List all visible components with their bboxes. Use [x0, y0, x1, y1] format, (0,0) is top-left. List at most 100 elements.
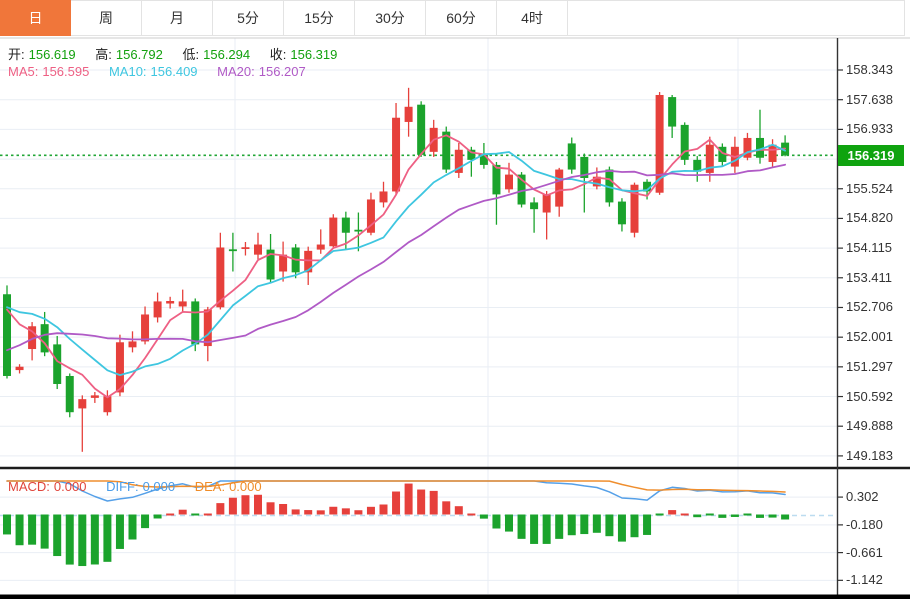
candle-down — [266, 249, 275, 280]
macd-histogram-bar — [28, 514, 37, 545]
candle-up — [316, 244, 325, 250]
tab-5分[interactable]: 5分 — [213, 0, 284, 36]
macd-histogram-bar — [141, 514, 150, 529]
macd-histogram-bar — [128, 514, 137, 540]
candle-up — [592, 176, 601, 187]
macd-histogram-bar — [153, 514, 162, 519]
ma5-label: MA5: — [8, 64, 39, 79]
macd-histogram-bar — [254, 494, 262, 515]
candle-up — [505, 174, 513, 190]
price-tick-label: 149.888 — [846, 418, 893, 434]
candle-up — [241, 247, 250, 250]
chart-bottom-border — [0, 594, 910, 599]
macd-histogram-bar — [379, 504, 388, 515]
macd-histogram-bar — [505, 514, 513, 532]
macd-histogram-bar — [668, 510, 677, 515]
macd-histogram-bar — [718, 514, 727, 518]
macd-histogram-bar — [279, 503, 288, 515]
candle-down — [417, 104, 426, 155]
macd-histogram-bar — [605, 514, 614, 537]
tab-60分[interactable]: 60分 — [426, 0, 497, 36]
candle-down — [530, 202, 539, 210]
candle-up — [90, 395, 99, 398]
macd-histogram-bar — [567, 514, 576, 536]
price-tick-label: 149.183 — [846, 447, 893, 463]
high-label: 高: — [95, 47, 112, 62]
macd-histogram-bar — [781, 514, 790, 520]
candle-up — [279, 254, 288, 272]
tab-周[interactable]: 周 — [71, 0, 142, 36]
macd-histogram-bar — [366, 506, 375, 515]
macd-histogram-bar — [354, 510, 363, 515]
macd-histogram-bar — [592, 514, 601, 533]
macd-histogram-bar — [705, 513, 714, 516]
open-label: 开: — [8, 47, 25, 62]
ohlc-readout: 开: 156.619 高: 156.792 低: 156.294 收: 156.319 — [8, 44, 341, 63]
macd-histogram-bar — [655, 513, 664, 516]
macd-histogram-bar — [630, 514, 639, 538]
tab-月[interactable]: 月 — [142, 0, 213, 36]
macd-histogram-bar — [555, 514, 564, 539]
candle-up — [128, 341, 137, 348]
macd-histogram-bar — [115, 514, 124, 549]
candle-up — [454, 149, 463, 173]
ma10-label: MA10: — [108, 64, 147, 79]
candle-up — [28, 326, 37, 350]
candle-up — [15, 366, 24, 371]
price-tick-label: 152.001 — [846, 329, 893, 345]
candle-up — [392, 117, 401, 192]
candle-up — [630, 184, 639, 233]
tab-日[interactable]: 日 — [0, 0, 71, 36]
candle-down — [467, 149, 476, 160]
macd-histogram-bar — [228, 497, 237, 515]
macd-histogram-bar — [479, 514, 488, 519]
candle-up — [141, 314, 150, 342]
candle-up — [203, 309, 212, 347]
candle-down — [617, 201, 626, 225]
candle-up — [216, 247, 225, 308]
candle-up — [555, 169, 564, 207]
candle-down — [53, 344, 62, 384]
open-value: 156.619 — [28, 47, 76, 62]
candle-up — [329, 217, 338, 247]
dea-line — [6, 480, 786, 493]
macd-histogram-bar — [454, 506, 463, 515]
close-label: 收: — [269, 47, 287, 62]
price-tick-label: 154.820 — [846, 210, 893, 226]
macd-label: MACD: — [8, 479, 50, 494]
ma5-value: 156.595 — [42, 64, 90, 79]
candle-down — [3, 294, 11, 376]
candle-up — [103, 396, 112, 413]
tab-30分[interactable]: 30分 — [355, 0, 426, 36]
candle-down — [341, 217, 350, 233]
price-tick-label: 153.411 — [846, 269, 893, 285]
ma20-line — [6, 163, 786, 352]
macd-histogram-bar — [730, 514, 739, 517]
candle-down — [580, 156, 589, 178]
last-price-tag: 156.319 — [838, 144, 904, 166]
macd-tick-label: 0.302 — [846, 489, 879, 505]
low-value: 156.294 — [203, 47, 251, 62]
macd-histogram-bar — [643, 514, 652, 535]
macd-histogram-bar — [417, 489, 426, 515]
price-tick-label: 156.933 — [846, 121, 893, 137]
macd-histogram-bar — [467, 513, 476, 516]
macd-histogram-bar — [166, 513, 175, 516]
close-value: 156.319 — [290, 47, 338, 62]
ma20-label: MA20: — [217, 64, 255, 79]
price-tick-label: 151.297 — [846, 358, 893, 374]
macd-histogram-bar — [304, 510, 313, 515]
macd-histogram-bar — [15, 514, 24, 546]
macd-histogram-bar — [103, 514, 112, 562]
candle-down — [693, 159, 702, 172]
candle-down — [40, 324, 49, 353]
tab-4时[interactable]: 4时 — [497, 0, 568, 36]
candle-up — [153, 301, 162, 318]
ma-readout: MA5: 156.595 MA10: 156.409 MA20: 156.207 — [8, 64, 310, 79]
macd-histogram-bar — [266, 502, 275, 515]
macd-histogram-bar — [291, 509, 300, 515]
macd-histogram-bar — [329, 506, 338, 515]
tab-15分[interactable]: 15分 — [284, 0, 355, 36]
dea-value: 0.000 — [229, 479, 262, 494]
